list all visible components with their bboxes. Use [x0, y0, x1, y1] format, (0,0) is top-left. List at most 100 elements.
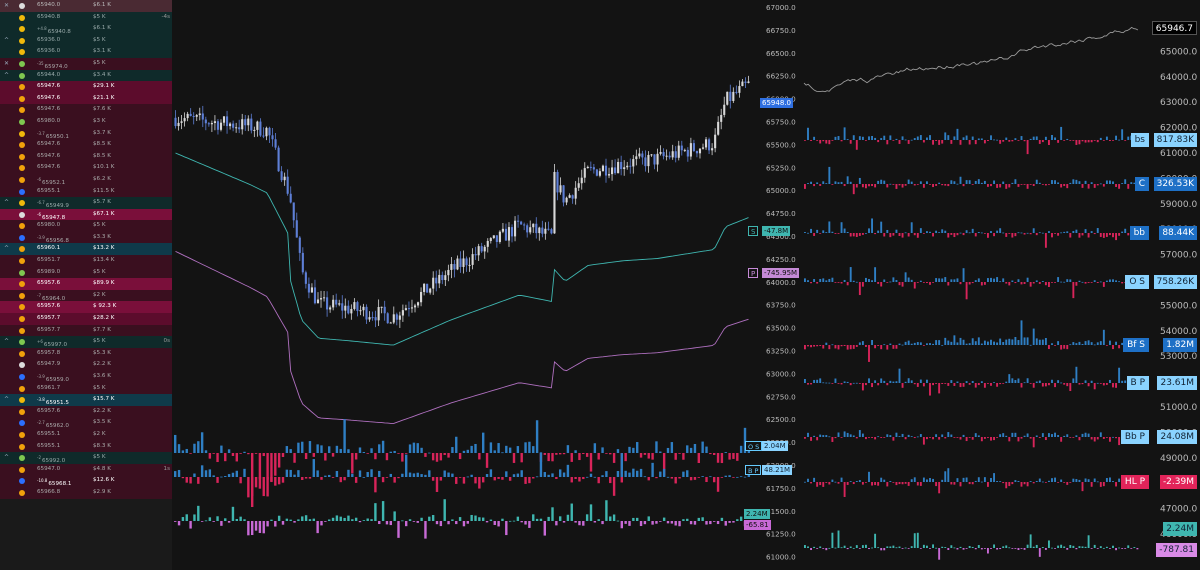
- expand-icon[interactable]: ^: [4, 71, 10, 79]
- panel-bar: [974, 433, 977, 437]
- tape-row[interactable]: -10.865968.1 $12.6 K: [0, 475, 172, 487]
- tape-row[interactable]: 65955.1 $2 K: [0, 428, 172, 441]
- panel-bar: [1072, 230, 1075, 233]
- expand-icon[interactable]: ^: [4, 396, 10, 404]
- panel-bar: [1032, 228, 1035, 233]
- tape-row[interactable]: 65940.8 $5 K -4s: [0, 11, 172, 24]
- flow-bar: [243, 468, 246, 477]
- tape-row[interactable]: 65936.0 $3.1 K: [0, 46, 172, 58]
- tape-row[interactable]: ^ -6.765949.9 $5.7 K: [0, 197, 172, 209]
- tape-row[interactable]: 65957.6 $ 92.3 K: [0, 301, 172, 314]
- expand-icon[interactable]: ^: [4, 338, 10, 346]
- tape-row[interactable]: ✕ 65940.0 $6.1 K: [0, 0, 172, 12]
- tape-row[interactable]: ✕ -3565974.0 $5 K: [0, 57, 172, 70]
- panel-bar: [935, 482, 938, 487]
- tape-row[interactable]: 65980.0 $3 K: [0, 115, 172, 128]
- expand-icon[interactable]: ^: [4, 454, 10, 462]
- panel-bar: [953, 335, 956, 345]
- tape-row[interactable]: ^ 65960.1 $13.2 K: [0, 243, 172, 256]
- tape-row[interactable]: 65947.0 $4.8 K 1s: [0, 463, 172, 476]
- tape-row[interactable]: +4.865940.8 $6.1 K: [0, 23, 172, 35]
- tape-row[interactable]: ^ +665997.0 $5 K 0s: [0, 336, 172, 348]
- main-chart[interactable]: 67000.066750.066500.066250.066000.065750…: [172, 0, 800, 570]
- tape-row[interactable]: 65955.1 $11.5 K: [0, 185, 172, 198]
- tape-row[interactable]: 65957.7 $7.7 K: [0, 324, 172, 337]
- close-icon[interactable]: ✕: [4, 59, 10, 67]
- aggregate-panels[interactable]: 65000.064000.063000.062000.061000.060000…: [800, 0, 1200, 570]
- tape-row[interactable]: 65980.0 $5 K: [0, 220, 172, 232]
- trade-size: $5 K: [93, 36, 106, 43]
- tape-row[interactable]: -3.765950.1 $3.7 K: [0, 127, 172, 139]
- flow-bar: [674, 453, 677, 460]
- exchange-coin-icon: [19, 397, 25, 404]
- trade-price: 65989.0: [37, 267, 60, 279]
- flow-bar: [420, 474, 423, 477]
- flow-bar: [416, 443, 419, 453]
- candle-body: [738, 86, 741, 93]
- candle-body: [377, 306, 380, 321]
- tape-row[interactable]: 65947.6 $10.1 K: [0, 162, 172, 174]
- flow-bar: [393, 450, 396, 453]
- flow-bar: [555, 453, 558, 455]
- cvd-bar: [393, 511, 396, 521]
- panel-bar: [953, 383, 956, 386]
- expand-icon[interactable]: ^: [4, 36, 10, 44]
- tape-row[interactable]: ^ -3.865951.5 $15.7 K: [0, 394, 172, 406]
- flow-bar: [616, 449, 620, 453]
- flow-bar: [347, 469, 350, 477]
- tape-row[interactable]: 65957.7 $28.2 K: [0, 313, 172, 325]
- candle-body: [674, 151, 677, 158]
- tape-row[interactable]: 65947.6 $7.6 K: [0, 104, 172, 116]
- tape-row[interactable]: ^ -265992.0 $5 K: [0, 452, 172, 464]
- tape-row[interactable]: 65947.6 $8.5 K: [0, 139, 172, 151]
- cvd-bar: [485, 521, 489, 523]
- main-chart-canvas[interactable]: 67000.066750.066500.066250.066000.065750…: [172, 0, 800, 570]
- aggregate-panels-canvas[interactable]: 65000.064000.063000.062000.061000.060000…: [800, 0, 1200, 570]
- line-badge-value: -745.95M: [762, 268, 800, 278]
- expand-icon[interactable]: ^: [4, 245, 10, 253]
- close-icon[interactable]: ✕: [4, 2, 10, 9]
- cvd-bar: [285, 518, 289, 521]
- tape-row[interactable]: 65947.6 $8.5 K: [0, 150, 172, 163]
- panel-bar: [828, 278, 831, 282]
- tape-row[interactable]: ^ 65944.0 $3.4 K: [0, 69, 172, 82]
- panel-bar: [865, 184, 867, 189]
- flow-bar: [686, 445, 689, 453]
- cvd-bar: [1063, 546, 1066, 548]
- tape-row[interactable]: -2.765962.0 $3.5 K: [0, 417, 172, 429]
- tape-row[interactable]: -3.965959.0 $3.6 K: [0, 371, 172, 383]
- tape-row[interactable]: 65966.8 $2.9 K: [0, 486, 172, 499]
- tape-row[interactable]: 65947.6 $29.1 K: [0, 81, 172, 93]
- panel-bar: [1072, 179, 1075, 184]
- candle-body: [195, 115, 198, 117]
- flow-bar: [435, 453, 439, 462]
- tape-row[interactable]: 65989.0 $5 K: [0, 266, 172, 279]
- trade-price-value: 65955.1: [37, 442, 61, 449]
- flow-bar: [177, 469, 181, 477]
- tape-row[interactable]: 65961.7 $5 K: [0, 382, 172, 395]
- panel-bar: [1023, 184, 1026, 185]
- tape-row[interactable]: 65957.8 $5.3 K: [0, 347, 172, 360]
- tape-row[interactable]: 65957.6 $2.2 K: [0, 405, 172, 418]
- flow-bar: [277, 477, 281, 485]
- panel-bar: [1041, 232, 1044, 234]
- tape-row[interactable]: -3.965956.8 $3.3 K: [0, 231, 172, 244]
- panel-bar: [977, 138, 980, 140]
- tape-row[interactable]: -665947.8 $67.1 K: [0, 208, 172, 221]
- panel-bar: [852, 184, 855, 195]
- tape-row[interactable]: -765964.0 $2 K: [0, 289, 172, 302]
- tape-row[interactable]: 65947.6 $21.1 K: [0, 92, 172, 105]
- flow-bar: [324, 475, 327, 477]
- tape-row[interactable]: -665952.1 $6.2 K: [0, 173, 172, 186]
- tape-row[interactable]: 65957.6 $89.9 K: [0, 278, 172, 290]
- tape-row[interactable]: 65955.1 $8.3 K: [0, 440, 172, 453]
- trade-price: 65944.0: [37, 70, 60, 82]
- expand-icon[interactable]: ^: [4, 199, 10, 207]
- panel-bar: [819, 345, 822, 346]
- flow-bar: [605, 471, 608, 477]
- panel-label: C: [1134, 177, 1149, 191]
- tape-row[interactable]: 65951.7 $13.4 K: [0, 255, 172, 267]
- cvd-bar: [616, 520, 620, 522]
- tape-row[interactable]: 65947.9 $2.2 K: [0, 359, 172, 371]
- tape-row[interactable]: ^ 65936.0 $5 K: [0, 34, 172, 47]
